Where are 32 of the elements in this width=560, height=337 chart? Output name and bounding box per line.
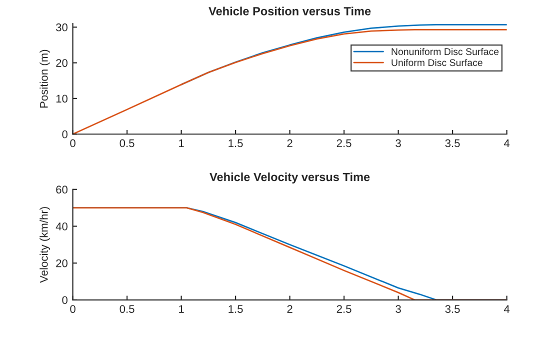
y-tick-label: 40 <box>56 222 68 230</box>
chart-title: Vehicle Position versus Time <box>208 6 371 16</box>
y-tick-label: 0 <box>62 130 68 138</box>
x-tick-label: 0 <box>70 305 76 313</box>
x-tick-label: 1.5 <box>228 305 243 313</box>
x-tick-label: 4 <box>504 305 510 313</box>
y-tick-label: 20 <box>56 259 68 268</box>
x-tick-label: 4 <box>504 139 510 148</box>
x-tick-label: 1 <box>179 139 184 148</box>
x-tick-label: 3 <box>396 139 401 148</box>
y-axis-title: Velocity (km/hr) <box>40 207 50 283</box>
legend-label: Uniform Disc Surface <box>392 58 482 66</box>
x-tick-label: 2.5 <box>336 139 352 148</box>
x-tick-label: 3.5 <box>445 305 460 313</box>
y-tick-label: 10 <box>56 94 68 103</box>
y-axis-title: Position (m) <box>40 50 50 108</box>
y-tick-label: 30 <box>56 23 68 32</box>
x-tick-label: 2 <box>287 305 292 313</box>
x-tick-label: 2 <box>287 139 292 148</box>
y-tick-label: 0 <box>62 296 68 304</box>
x-tick-label: 0.5 <box>120 305 134 313</box>
x-tick-label: 1.5 <box>228 139 243 148</box>
legend-label: Nonuniform Disc Surface <box>392 48 499 56</box>
x-tick-label: 1 <box>179 305 184 313</box>
x-tick-label: 3.5 <box>445 139 460 148</box>
x-tick-label: 0 <box>70 139 76 148</box>
x-tick-label: 0.5 <box>120 139 134 148</box>
x-tick-label: 2.5 <box>336 305 352 313</box>
chart-title: Vehicle Velocity versus Time <box>210 172 370 184</box>
x-tick-label: 3 <box>396 305 401 313</box>
y-tick-label: 60 <box>56 186 68 194</box>
y-tick-label: 20 <box>56 59 68 67</box>
